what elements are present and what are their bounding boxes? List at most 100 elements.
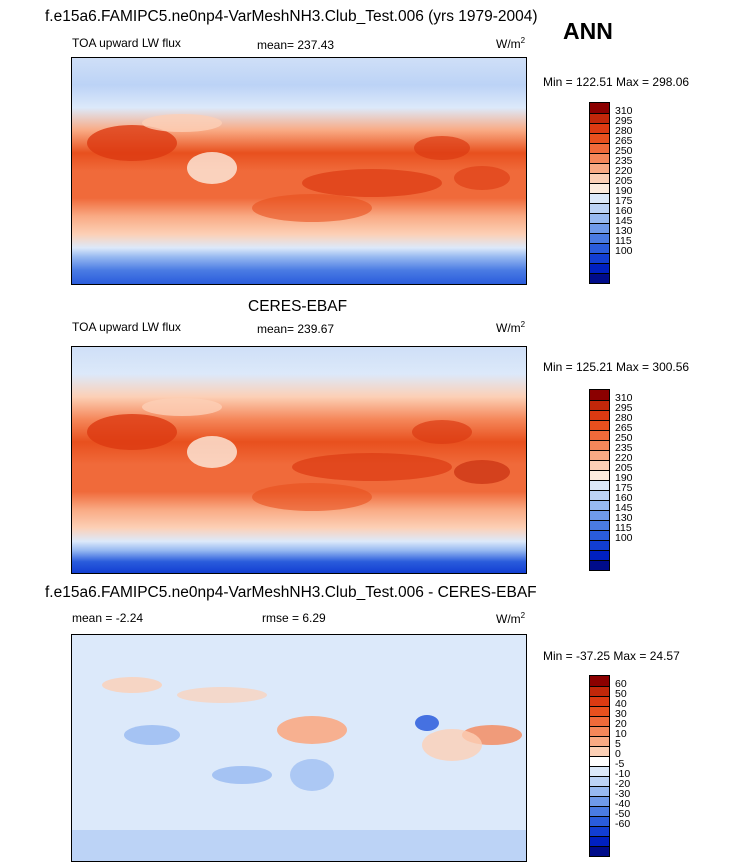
colorbar-cell — [590, 836, 609, 846]
colorbar-cell — [590, 826, 609, 836]
colorbar-cell — [590, 756, 609, 766]
colorbar-tick-label: 20 — [615, 718, 627, 730]
colorbar-cell — [590, 183, 609, 193]
colorbar-tick-label: 60 — [615, 678, 627, 690]
panel-mean-label: mean = -2.24 — [72, 611, 144, 625]
map-model — [71, 57, 527, 285]
colorbar-cell — [590, 806, 609, 816]
colorbar-cell — [590, 223, 609, 233]
colorbar-tick-label: -30 — [615, 788, 631, 800]
colorbar-cell — [590, 233, 609, 243]
colorbar-tick-label: -20 — [615, 778, 631, 790]
colorbar-model — [589, 102, 610, 284]
colorbar-tick-label: 100 — [615, 532, 633, 544]
panel-units: W/m2 — [496, 320, 526, 335]
colorbar-tick-label: -40 — [615, 798, 631, 810]
colorbar-diff — [589, 675, 610, 857]
colorbar-cell — [590, 716, 609, 726]
colorbar-tick-label: 190 — [615, 185, 633, 197]
colorbar-cell — [590, 706, 609, 716]
colorbar-tick-label: 235 — [615, 442, 633, 454]
colorbar-tick-label: 250 — [615, 432, 633, 444]
colorbar-tick-label: 190 — [615, 472, 633, 484]
colorbar-cell — [590, 736, 609, 746]
colorbar-cell — [590, 103, 609, 113]
colorbar-cell — [590, 776, 609, 786]
colorbar-tick-label: 40 — [615, 698, 627, 710]
page-title: f.e15a6.FAMIPC5.ne0np4-VarMeshNH3.Club_T… — [45, 8, 538, 25]
colorbar-tick-label: 5 — [615, 738, 621, 750]
colorbar-tick-label: 115 — [615, 235, 632, 247]
colorbar-tick-label: 115 — [615, 522, 632, 534]
colorbar-tick-label: 145 — [615, 502, 633, 514]
colorbar-tick-label: 295 — [615, 402, 633, 414]
colorbar-tick-label: 145 — [615, 215, 633, 227]
panel-units: W/m2 — [496, 36, 526, 51]
colorbar-cell — [590, 520, 609, 530]
panel-minmax: Min = 122.51 Max = 298.06 — [543, 75, 690, 89]
colorbar-cell — [590, 726, 609, 736]
panel-title: f.e15a6.FAMIPC5.ne0np4-VarMeshNH3.Club_T… — [45, 584, 537, 601]
colorbar-cell — [590, 390, 609, 400]
colorbar-cell — [590, 490, 609, 500]
colorbar-tick-label: 160 — [615, 492, 633, 504]
colorbar-tick-label: 280 — [615, 412, 633, 424]
panel-minmax: Min = 125.21 Max = 300.56 — [543, 360, 690, 374]
colorbar-cell — [590, 153, 609, 163]
colorbar-tick-label: 10 — [615, 728, 627, 740]
colorbar-cell — [590, 796, 609, 806]
colorbar-cell — [590, 500, 609, 510]
panel-minmax: Min = -37.25 Max = 24.57 — [543, 649, 680, 663]
colorbar-cell — [590, 676, 609, 686]
colorbar-tick-label: 30 — [615, 708, 627, 720]
colorbar-tick-label: 220 — [615, 452, 633, 464]
colorbar-cell — [590, 786, 609, 796]
panel-mean-label: mean= 237.43 — [257, 38, 335, 52]
colorbar-cell — [590, 440, 609, 450]
colorbar-cell — [590, 253, 609, 263]
colorbar-tick-label: 100 — [615, 245, 633, 257]
colorbar-cell — [590, 113, 609, 123]
colorbar-cell — [590, 193, 609, 203]
map-obs-svg — [72, 347, 526, 573]
map-model-svg — [72, 58, 526, 284]
map-obs — [71, 346, 527, 574]
colorbar-tick-label: -60 — [615, 818, 631, 830]
colorbar-tick-label: 205 — [615, 175, 633, 187]
colorbar-cell — [590, 766, 609, 776]
panel-left-label: TOA upward LW flux — [72, 320, 181, 334]
panel-units: W/m2 — [496, 611, 526, 626]
colorbar-tick-label: 205 — [615, 462, 633, 474]
colorbar-cell — [590, 550, 609, 560]
colorbar-cell — [590, 123, 609, 133]
colorbar-tick-label: -10 — [615, 768, 631, 780]
colorbar-cell — [590, 686, 609, 696]
colorbar-tick-label: 250 — [615, 145, 633, 157]
colorbar-cell — [590, 560, 609, 570]
colorbar-cell — [590, 540, 609, 550]
colorbar-cell — [590, 133, 609, 143]
colorbar-tick-label: 265 — [615, 422, 633, 434]
map-diff-svg — [72, 635, 526, 861]
colorbar-cell — [590, 846, 609, 856]
colorbar-cell — [590, 400, 609, 410]
panel-left-label: TOA upward LW flux — [72, 36, 181, 50]
colorbar-cell — [590, 430, 609, 440]
colorbar-obs — [589, 389, 610, 571]
colorbar-cell — [590, 163, 609, 173]
colorbar-cell — [590, 173, 609, 183]
map-diff — [71, 634, 527, 862]
colorbar-tick-label: 235 — [615, 155, 633, 167]
colorbar-tick-label: 265 — [615, 135, 633, 147]
colorbar-tick-label: 50 — [615, 688, 627, 700]
colorbar-cell — [590, 273, 609, 283]
colorbar-cell — [590, 460, 609, 470]
colorbar-cell — [590, 143, 609, 153]
colorbar-cell — [590, 263, 609, 273]
colorbar-tick-label: -5 — [615, 758, 625, 770]
colorbar-tick-label: 0 — [615, 748, 621, 760]
colorbar-tick-label: 130 — [615, 225, 633, 237]
colorbar-cell — [590, 470, 609, 480]
colorbar-cell — [590, 213, 609, 223]
colorbar-tick-label: 280 — [615, 125, 633, 137]
